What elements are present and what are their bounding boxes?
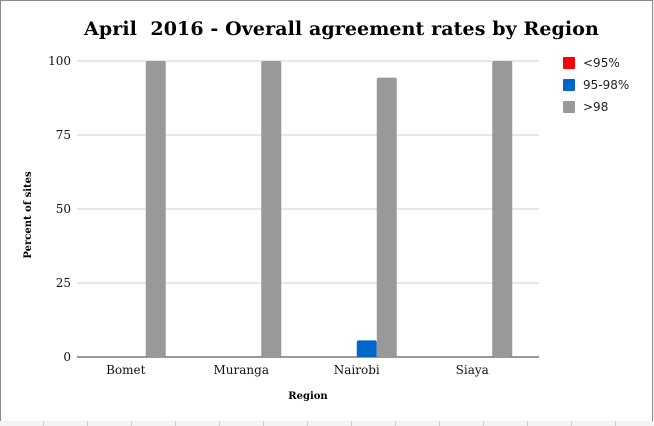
legend-swatch — [563, 101, 575, 113]
page-background-strip — [0, 421, 654, 426]
bar-98-muranga — [261, 61, 282, 357]
y-tick-label: 75 — [56, 128, 71, 142]
legend-label: 95-98% — [583, 78, 630, 92]
x-tick-label: Muranga — [214, 363, 269, 377]
legend-swatch — [563, 79, 575, 91]
bar-9598-nairobi — [356, 340, 377, 357]
bar-98-nairobi — [376, 77, 397, 358]
y-tick-label: 50 — [56, 202, 71, 216]
y-axis-title: Percent of sites — [23, 171, 34, 259]
x-axis-title: Region — [288, 391, 328, 402]
legend-label: <95% — [583, 56, 620, 70]
legend-item: 95-98% — [563, 74, 629, 96]
chart-title: April 2016 - Overall agreement rates by … — [84, 18, 599, 40]
legend-item: >98 — [563, 96, 629, 118]
x-tick-label: Nairobi — [334, 363, 380, 377]
y-tick-label: 25 — [56, 276, 71, 290]
bar-98-siaya — [492, 61, 513, 357]
legend: <95% 95-98% >98 — [563, 52, 629, 118]
y-tick-label: 0 — [63, 350, 71, 364]
x-tick-label: Siaya — [456, 363, 489, 377]
x-tick-label: Bomet — [106, 363, 146, 377]
bar-98-bomet — [145, 61, 166, 357]
legend-label: >98 — [583, 100, 609, 114]
y-tick-label: 100 — [48, 54, 71, 68]
legend-swatch — [563, 57, 575, 69]
legend-item: <95% — [563, 52, 629, 74]
